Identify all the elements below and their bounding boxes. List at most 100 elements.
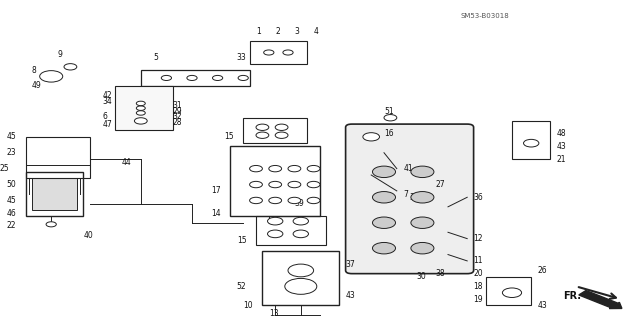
Text: 33: 33 [237, 53, 246, 62]
Circle shape [384, 115, 397, 121]
Text: 39: 39 [294, 199, 304, 208]
Text: 47: 47 [102, 120, 112, 129]
Text: 50: 50 [6, 180, 16, 189]
Text: 15: 15 [224, 132, 234, 141]
Circle shape [187, 75, 197, 80]
Text: 30: 30 [416, 272, 426, 281]
Circle shape [136, 101, 145, 106]
Circle shape [238, 75, 248, 80]
Text: 35: 35 [410, 193, 419, 202]
Circle shape [293, 230, 308, 238]
Text: 23: 23 [6, 148, 16, 157]
Text: 16: 16 [384, 129, 394, 138]
Text: 27: 27 [435, 180, 445, 189]
Text: 26: 26 [538, 266, 547, 275]
Text: 36: 36 [474, 193, 483, 202]
Text: 28: 28 [173, 118, 182, 127]
Circle shape [411, 191, 434, 203]
Circle shape [268, 217, 283, 225]
Circle shape [363, 133, 380, 141]
Text: 46: 46 [6, 209, 16, 218]
Text: 4: 4 [314, 27, 319, 36]
Circle shape [285, 278, 317, 294]
Circle shape [136, 111, 145, 115]
Circle shape [307, 166, 320, 172]
Text: 29: 29 [173, 107, 182, 116]
Text: 51: 51 [384, 107, 394, 116]
Text: 37: 37 [346, 260, 355, 269]
Text: 9: 9 [58, 49, 63, 59]
Circle shape [264, 50, 274, 55]
Text: 44: 44 [122, 158, 131, 167]
Circle shape [136, 106, 145, 110]
Circle shape [40, 70, 63, 82]
Bar [230, 146, 320, 216]
Circle shape [372, 217, 396, 228]
Text: 42: 42 [102, 91, 112, 100]
Bar [486, 277, 531, 306]
Circle shape [275, 132, 288, 138]
Circle shape [250, 197, 262, 204]
FancyBboxPatch shape [346, 124, 474, 274]
Text: 2: 2 [275, 27, 280, 36]
Text: 22: 22 [6, 221, 16, 230]
Circle shape [250, 182, 262, 188]
Text: 41: 41 [403, 164, 413, 173]
Text: 20: 20 [474, 269, 483, 278]
Bar [512, 121, 550, 159]
Bar [115, 86, 173, 130]
Text: 31: 31 [173, 101, 182, 110]
Circle shape [411, 217, 434, 228]
Text: 38: 38 [435, 269, 445, 278]
Text: 43: 43 [346, 292, 355, 300]
Text: 6: 6 [102, 112, 108, 121]
Text: 7: 7 [403, 189, 408, 199]
Bar [26, 137, 90, 178]
Circle shape [269, 182, 282, 188]
Text: 12: 12 [474, 234, 483, 243]
Text: 40: 40 [83, 231, 93, 240]
Circle shape [256, 132, 269, 138]
Circle shape [250, 166, 262, 172]
Text: 43: 43 [557, 142, 566, 151]
Text: 17: 17 [211, 186, 221, 196]
Text: 8: 8 [32, 65, 36, 75]
Circle shape [411, 242, 434, 254]
Circle shape [288, 197, 301, 204]
Text: 32: 32 [173, 112, 182, 121]
Circle shape [307, 182, 320, 188]
Bar [256, 216, 326, 245]
Circle shape [269, 166, 282, 172]
Circle shape [46, 222, 56, 227]
Text: 49: 49 [32, 81, 42, 90]
Text: 14: 14 [211, 209, 221, 218]
Text: 5: 5 [154, 53, 159, 62]
Text: SM53-B03018: SM53-B03018 [461, 13, 509, 19]
Text: 52: 52 [237, 282, 246, 291]
Circle shape [372, 242, 396, 254]
Circle shape [372, 191, 396, 203]
Text: 15: 15 [237, 236, 246, 245]
Bar [250, 41, 307, 63]
Circle shape [288, 182, 301, 188]
Text: 25: 25 [0, 164, 10, 173]
Circle shape [268, 230, 283, 238]
Text: 1: 1 [256, 27, 260, 36]
Text: 45: 45 [6, 196, 16, 205]
FancyArrow shape [579, 291, 622, 308]
Text: 10: 10 [243, 301, 253, 310]
Bar [32, 178, 77, 210]
Text: 3: 3 [294, 27, 300, 36]
Circle shape [411, 166, 434, 178]
Text: 48: 48 [557, 129, 566, 138]
Circle shape [275, 124, 288, 130]
Circle shape [502, 288, 522, 298]
Circle shape [307, 197, 320, 204]
Text: 43: 43 [538, 301, 547, 310]
Circle shape [212, 75, 223, 80]
Text: 13: 13 [269, 309, 278, 318]
Circle shape [64, 63, 77, 70]
Circle shape [372, 166, 396, 178]
Circle shape [161, 75, 172, 80]
Text: 19: 19 [474, 294, 483, 304]
